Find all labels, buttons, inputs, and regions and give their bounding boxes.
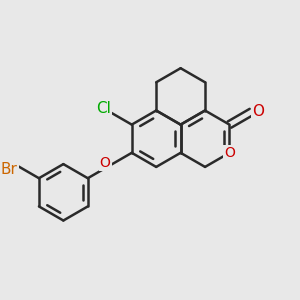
Text: O: O <box>224 146 235 160</box>
Text: O: O <box>252 104 264 119</box>
Text: Br: Br <box>1 162 18 177</box>
Text: Cl: Cl <box>96 101 111 116</box>
Text: O: O <box>100 156 110 170</box>
